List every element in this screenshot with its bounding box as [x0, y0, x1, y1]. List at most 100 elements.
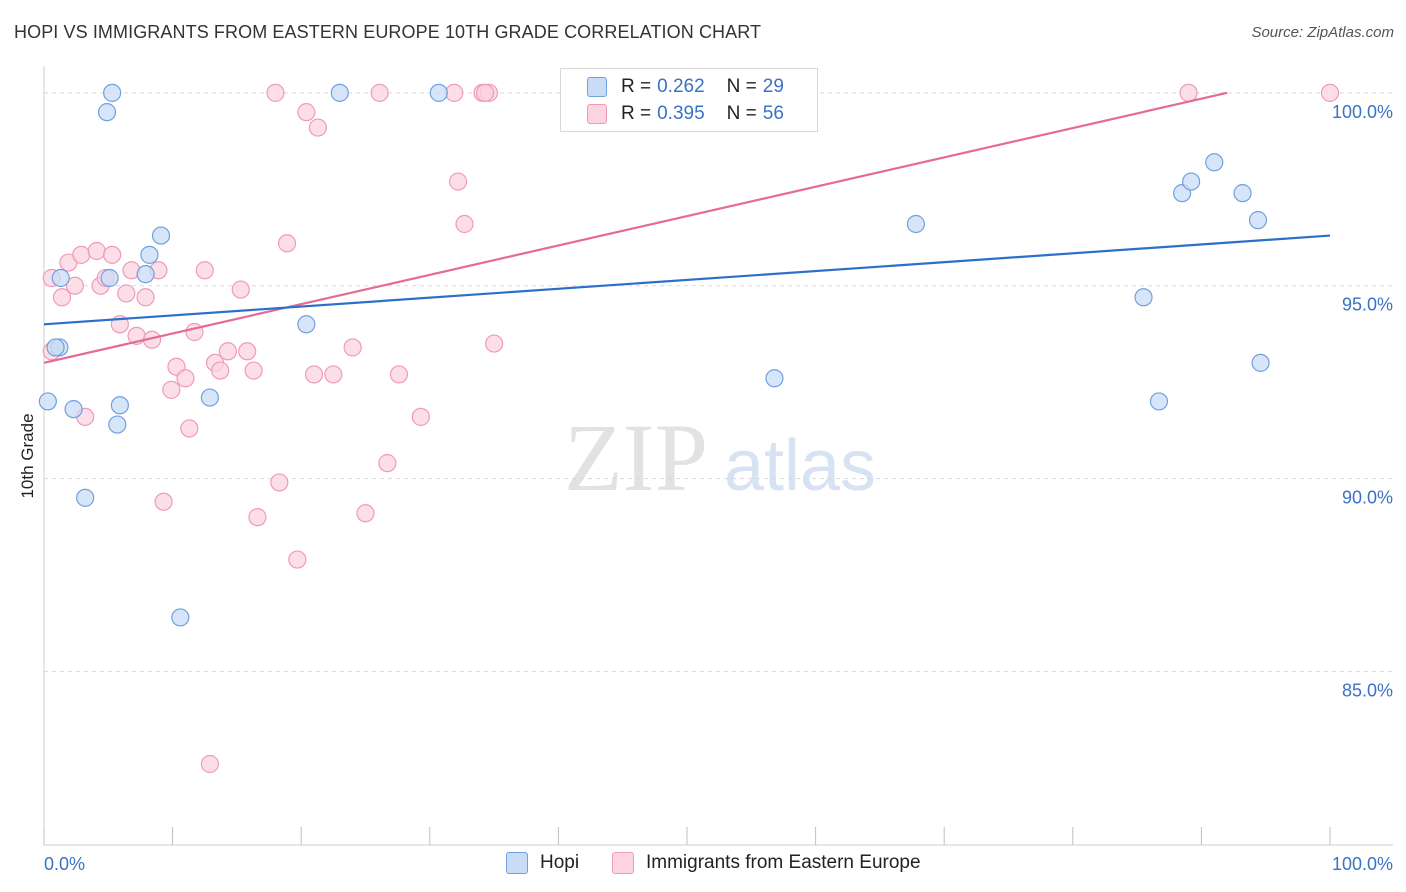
trend-lines [43, 91, 1331, 364]
legend-r-value-hopi: 0.262 [657, 76, 705, 97]
point-immigrants [176, 369, 195, 388]
point-hopi [76, 488, 95, 507]
point-immigrants [136, 288, 155, 307]
point-hopi [429, 83, 448, 102]
point-immigrants [288, 550, 307, 569]
tick-labels: 85.0% 90.0% 95.0% 100.0% 0.0% 100.0% [44, 102, 1393, 874]
legend-label-hopi: Hopi [540, 852, 580, 873]
series-hopi-points [38, 83, 1270, 627]
point-immigrants [87, 241, 106, 261]
x-tick-label: 0.0% [44, 854, 85, 874]
point-immigrants [485, 334, 504, 353]
point-hopi [330, 83, 349, 102]
point-hopi [38, 392, 57, 411]
point-immigrants [162, 380, 181, 399]
point-immigrants [1179, 83, 1198, 102]
point-immigrants [343, 338, 362, 357]
point-hopi [1134, 288, 1153, 307]
point-immigrants [389, 365, 409, 384]
point-immigrants [448, 172, 468, 191]
point-immigrants [445, 83, 464, 102]
point-immigrants [1320, 83, 1340, 102]
y-tick-label: 100.0% [1332, 102, 1393, 122]
point-hopi [1251, 353, 1270, 372]
y-tick-label: 95.0% [1342, 295, 1393, 315]
point-hopi [1205, 153, 1224, 172]
point-immigrants [270, 473, 289, 492]
point-immigrants [455, 214, 474, 234]
point-immigrants [411, 407, 430, 426]
point-immigrants [308, 118, 328, 137]
point-hopi [103, 83, 122, 102]
legend-r-label: R = [621, 103, 652, 124]
point-immigrants [266, 83, 285, 102]
point-hopi [200, 388, 219, 407]
legend-label-immigrants: Immigrants from Eastern Europe [646, 852, 921, 873]
point-immigrants [218, 342, 237, 361]
point-hopi [140, 245, 159, 264]
legend-r-label: R = [621, 76, 652, 97]
point-hopi [97, 103, 117, 122]
point-immigrants [180, 419, 199, 438]
point-immigrants [200, 754, 219, 774]
point-immigrants [52, 288, 72, 307]
x-tick-label: 100.0% [1332, 854, 1393, 874]
legend-swatch-hopi [506, 852, 528, 874]
point-hopi [765, 369, 784, 388]
point-hopi [51, 268, 70, 288]
point-hopi [1149, 392, 1169, 411]
point-hopi [1233, 184, 1252, 203]
legend-n-label: N = [726, 103, 757, 124]
point-immigrants [103, 245, 122, 264]
point-immigrants [238, 342, 257, 361]
legend-swatch-immigrants [612, 852, 634, 874]
point-immigrants [475, 83, 495, 102]
trend-line-immigrants [43, 91, 1228, 364]
point-hopi [136, 265, 155, 284]
point-immigrants [370, 83, 389, 102]
legend-n-value-immigrants: 56 [762, 103, 784, 124]
point-hopi [297, 315, 316, 334]
legend-row-hopi: R = 0.262 N = 29 [587, 75, 784, 99]
point-immigrants [378, 454, 397, 473]
point-immigrants [356, 504, 375, 523]
point-hopi [110, 396, 129, 415]
legend-n-label: N = [726, 76, 757, 97]
series-legend: Hopi Immigrants from Eastern Europe [0, 852, 1406, 878]
y-tick-label: 85.0% [1342, 680, 1393, 700]
point-hopi [906, 214, 926, 234]
legend-n-value-hopi: 29 [762, 76, 784, 97]
point-immigrants [195, 261, 214, 280]
point-immigrants [211, 361, 230, 380]
point-immigrants [244, 361, 263, 380]
source-label: Source: ZipAtlas.com [1251, 24, 1394, 41]
stats-legend: R = 0.262 N = 29 R = 0.395 N = 56 [560, 68, 818, 132]
point-hopi [1248, 211, 1268, 230]
point-immigrants [248, 508, 267, 527]
point-immigrants [72, 245, 91, 264]
point-immigrants [297, 103, 316, 122]
point-hopi [1182, 172, 1201, 191]
legend-swatch-immigrants [587, 104, 607, 124]
point-immigrants [117, 284, 136, 303]
point-hopi [108, 415, 127, 434]
trend-line-hopi [43, 234, 1331, 326]
axes [43, 66, 1393, 846]
watermark-zip: ZIP [564, 404, 708, 511]
point-immigrants [231, 280, 250, 299]
point-hopi [64, 400, 83, 419]
point-hopi [46, 338, 65, 357]
legend-row-immigrants: R = 0.395 N = 56 [587, 102, 784, 126]
point-immigrants [277, 234, 297, 253]
point-hopi [151, 226, 171, 245]
point-hopi [171, 608, 190, 627]
point-immigrants [304, 365, 324, 384]
y-tick-label: 90.0% [1342, 488, 1393, 508]
point-immigrants [65, 276, 84, 295]
legend-item-hopi[interactable]: Hopi [506, 852, 579, 874]
legend-item-immigrants[interactable]: Immigrants from Eastern Europe [612, 852, 921, 874]
point-immigrants [154, 492, 173, 511]
chart-title: HOPI VS IMMIGRANTS FROM EASTERN EUROPE 1… [14, 22, 762, 42]
legend-r-value-immigrants: 0.395 [657, 103, 705, 124]
